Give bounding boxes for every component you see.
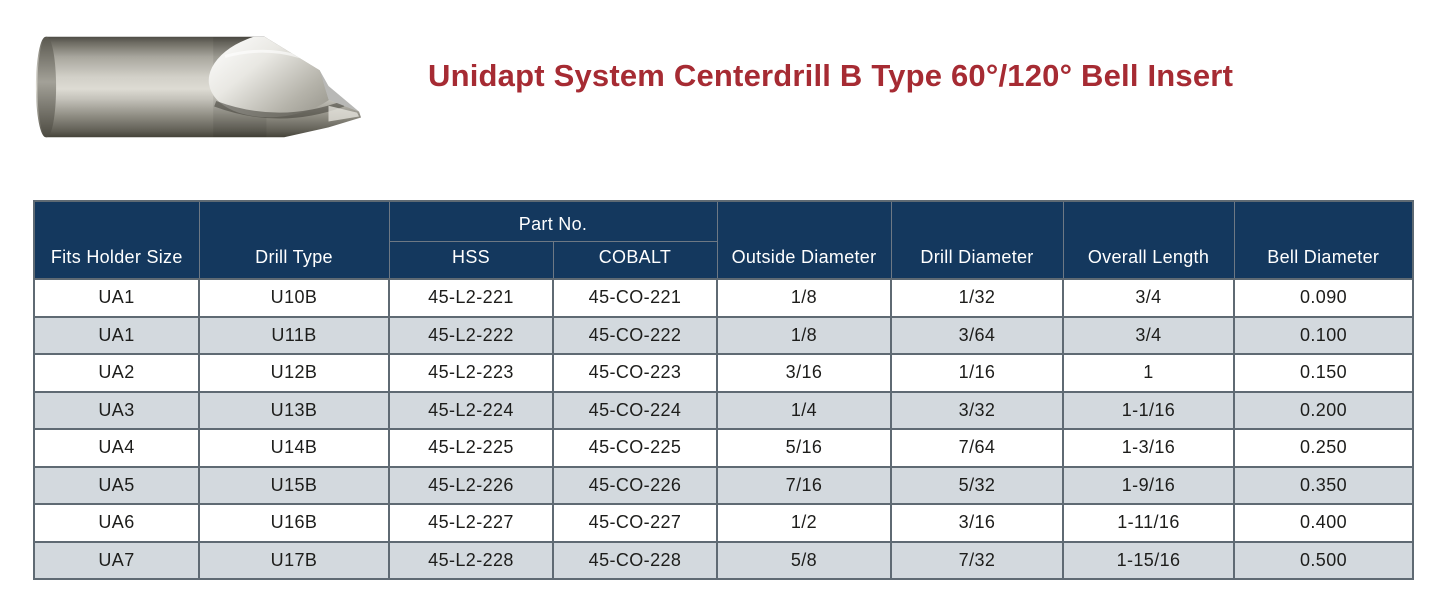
table-row: UA6 U16B 45-L2-227 45-CO-227 1/2 3/16 1-… [33, 503, 1414, 543]
cell-drill-type: U10B [198, 278, 390, 318]
cell-drill-diameter: 1/16 [890, 353, 1064, 393]
cell-overall-length: 1-9/16 [1062, 465, 1235, 505]
header-outside-diameter: Outside Diameter [716, 200, 892, 280]
cell-drill-diameter: 1/32 [890, 278, 1064, 318]
spec-table: Fits Holder Size Drill Type Part No. Out… [33, 200, 1414, 580]
cell-drill-type: U14B [198, 428, 390, 468]
cell-overall-length: 1-15/16 [1062, 540, 1235, 580]
header-drill-diameter: Drill Diameter [890, 200, 1064, 280]
header-hss: HSS [388, 240, 554, 280]
table-row: UA2 U12B 45-L2-223 45-CO-223 3/16 1/16 1… [33, 353, 1414, 393]
cell-fits-holder-size: UA7 [33, 540, 200, 580]
cell-fits-holder-size: UA4 [33, 428, 200, 468]
cell-hss-part: 45-L2-222 [388, 315, 554, 355]
header-cobalt: COBALT [552, 240, 718, 280]
cell-overall-length: 1-3/16 [1062, 428, 1235, 468]
cell-cobalt-part: 45-CO-223 [552, 353, 718, 393]
cell-overall-length: 1 [1062, 353, 1235, 393]
cell-drill-diameter: 5/32 [890, 465, 1064, 505]
cell-overall-length: 1-1/16 [1062, 390, 1235, 430]
cell-bell-diameter: 0.150 [1233, 353, 1414, 393]
cell-drill-diameter: 3/32 [890, 390, 1064, 430]
cell-bell-diameter: 0.090 [1233, 278, 1414, 318]
cell-hss-part: 45-L2-221 [388, 278, 554, 318]
cell-cobalt-part: 45-CO-221 [552, 278, 718, 318]
cell-outside-diameter: 1/8 [716, 315, 892, 355]
cell-cobalt-part: 45-CO-225 [552, 428, 718, 468]
cell-fits-holder-size: UA1 [33, 278, 200, 318]
cell-bell-diameter: 0.200 [1233, 390, 1414, 430]
cell-outside-diameter: 7/16 [716, 465, 892, 505]
cell-cobalt-part: 45-CO-224 [552, 390, 718, 430]
cell-bell-diameter: 0.400 [1233, 503, 1414, 543]
cell-fits-holder-size: UA6 [33, 503, 200, 543]
cell-drill-diameter: 3/64 [890, 315, 1064, 355]
cell-hss-part: 45-L2-227 [388, 503, 554, 543]
cell-fits-holder-size: UA5 [33, 465, 200, 505]
cell-drill-type: U16B [198, 503, 390, 543]
table-row: UA3 U13B 45-L2-224 45-CO-224 1/4 3/32 1-… [33, 390, 1414, 430]
cell-hss-part: 45-L2-223 [388, 353, 554, 393]
cell-cobalt-part: 45-CO-228 [552, 540, 718, 580]
cell-cobalt-part: 45-CO-227 [552, 503, 718, 543]
page-title: Unidapt System Centerdrill B Type 60°/12… [428, 58, 1234, 93]
header-fits-holder-size: Fits Holder Size [33, 200, 200, 280]
cell-outside-diameter: 3/16 [716, 353, 892, 393]
header-drill-type: Drill Type [198, 200, 390, 280]
cell-overall-length: 3/4 [1062, 315, 1235, 355]
cell-drill-diameter: 3/16 [890, 503, 1064, 543]
header-part-no: Part No. [388, 200, 718, 242]
table-row: UA1 U10B 45-L2-221 45-CO-221 1/8 1/32 3/… [33, 278, 1414, 318]
table-row: UA5 U15B 45-L2-226 45-CO-226 7/16 5/32 1… [33, 465, 1414, 505]
cell-drill-type: U11B [198, 315, 390, 355]
cell-outside-diameter: 5/16 [716, 428, 892, 468]
table-row: UA1 U11B 45-L2-222 45-CO-222 1/8 3/64 3/… [33, 315, 1414, 355]
cell-hss-part: 45-L2-225 [388, 428, 554, 468]
cell-overall-length: 1-11/16 [1062, 503, 1235, 543]
centerdrill-product-image [35, 36, 362, 138]
cell-outside-diameter: 1/8 [716, 278, 892, 318]
cell-fits-holder-size: UA1 [33, 315, 200, 355]
cell-hss-part: 45-L2-224 [388, 390, 554, 430]
table-header: Fits Holder Size Drill Type Part No. Out… [33, 200, 1414, 280]
cell-drill-type: U13B [198, 390, 390, 430]
cell-drill-type: U17B [198, 540, 390, 580]
cell-bell-diameter: 0.250 [1233, 428, 1414, 468]
cell-hss-part: 45-L2-228 [388, 540, 554, 580]
cell-drill-type: U15B [198, 465, 390, 505]
cell-fits-holder-size: UA3 [33, 390, 200, 430]
cell-fits-holder-size: UA2 [33, 353, 200, 393]
cell-outside-diameter: 5/8 [716, 540, 892, 580]
cell-cobalt-part: 45-CO-226 [552, 465, 718, 505]
cell-drill-type: U12B [198, 353, 390, 393]
cell-outside-diameter: 1/4 [716, 390, 892, 430]
cell-drill-diameter: 7/64 [890, 428, 1064, 468]
cell-drill-diameter: 7/32 [890, 540, 1064, 580]
table-row: UA7 U17B 45-L2-228 45-CO-228 5/8 7/32 1-… [33, 540, 1414, 580]
cell-bell-diameter: 0.500 [1233, 540, 1414, 580]
cell-outside-diameter: 1/2 [716, 503, 892, 543]
cell-hss-part: 45-L2-226 [388, 465, 554, 505]
cell-bell-diameter: 0.350 [1233, 465, 1414, 505]
table-row: UA4 U14B 45-L2-225 45-CO-225 5/16 7/64 1… [33, 428, 1414, 468]
header-overall-length: Overall Length [1062, 200, 1235, 280]
cell-cobalt-part: 45-CO-222 [552, 315, 718, 355]
header-bell-diameter: Bell Diameter [1233, 200, 1414, 280]
cell-overall-length: 3/4 [1062, 278, 1235, 318]
cell-bell-diameter: 0.100 [1233, 315, 1414, 355]
